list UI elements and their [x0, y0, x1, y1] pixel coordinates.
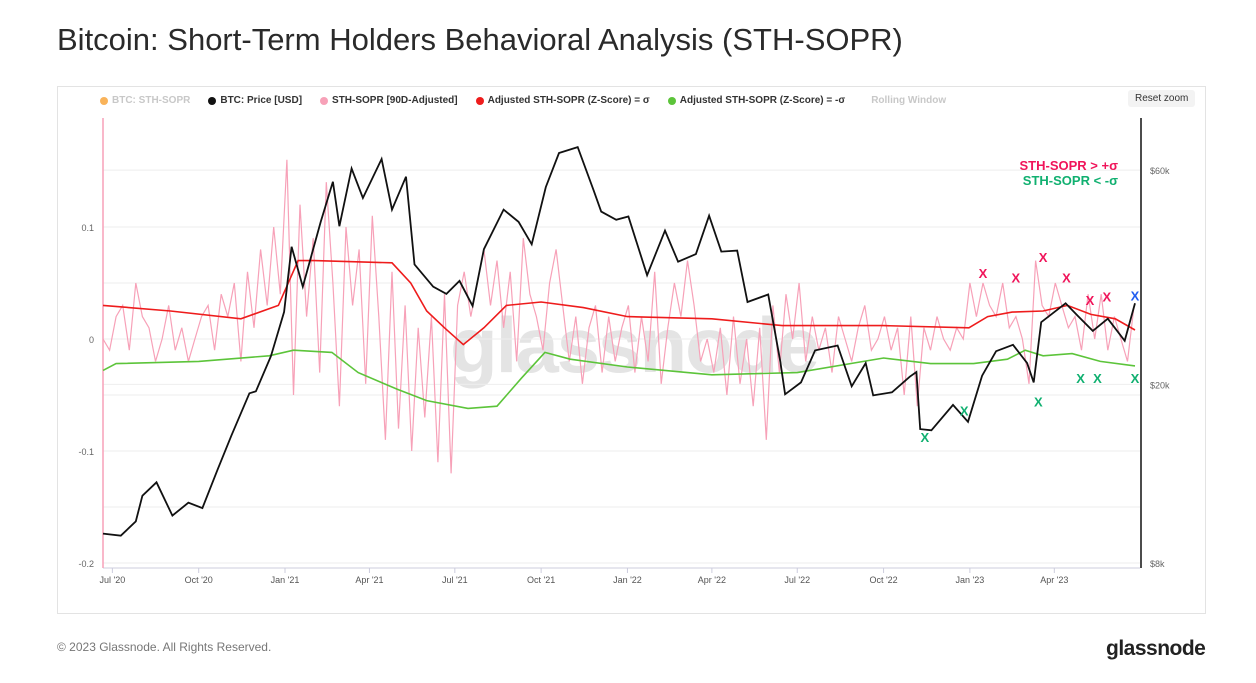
legend-dot-icon [667, 96, 676, 105]
legend-label: STH-SOPR [90D-Adjusted] [332, 95, 458, 106]
marker-red-x: X [1103, 289, 1112, 304]
x-tick-label: Apr '22 [698, 575, 726, 585]
legend-dot-icon [208, 96, 217, 105]
page-title: Bitcoin: Short-Term Holders Behavioral A… [57, 22, 903, 57]
marker-red-x: X [1062, 270, 1071, 285]
legend-item-sopr-adjusted[interactable]: STH-SOPR [90D-Adjusted] [320, 95, 458, 106]
marker-red-x: X [1012, 270, 1021, 285]
legend-label: Adjusted STH-SOPR (Z-Score) = σ [487, 95, 650, 106]
y-left-tick-label: 0 [89, 335, 94, 345]
x-tick-label: Jul '21 [442, 575, 468, 585]
chart-legend: BTC: STH-SOPR BTC: Price [USD] STH-SOPR … [100, 95, 946, 106]
x-tick-label: Oct '22 [869, 575, 897, 585]
y-right-tick-label: $20k [1150, 380, 1170, 390]
sopr-adjusted-line [102, 159, 1135, 474]
marker-green-x: X [1131, 371, 1140, 386]
y-right-tick-label: $60k [1150, 166, 1170, 176]
y-left-tick-label: 0.1 [81, 223, 94, 233]
legend-item-price[interactable]: BTC: Price [USD] [208, 95, 302, 106]
x-tick-label: Jul '20 [100, 575, 126, 585]
x-tick-label: Apr '21 [355, 575, 383, 585]
glassnode-logo: glassnode [1106, 637, 1206, 660]
legend-label: Adjusted STH-SOPR (Z-Score) = -σ [679, 95, 846, 106]
legend-item-plus-sigma[interactable]: Adjusted STH-SOPR (Z-Score) = σ [475, 95, 650, 106]
marker-red-x: X [1039, 250, 1048, 265]
marker-red-x: X [979, 266, 988, 281]
marker-red-x: X [1086, 293, 1095, 308]
y-right-tick-label: $8k [1150, 559, 1165, 569]
x-tick-label: Jan '23 [956, 575, 985, 585]
y-left-tick-label: -0.1 [78, 447, 94, 457]
annotation-above-sigma: STH-SOPR > +σ [1020, 158, 1119, 173]
price-line [102, 145, 1136, 537]
x-tick-label: Oct '21 [527, 575, 555, 585]
legend-item-sth-sopr[interactable]: BTC: STH-SOPR [100, 95, 190, 106]
legend-label: BTC: STH-SOPR [112, 95, 191, 106]
marker-blue-x: X [1131, 288, 1140, 303]
marker-green-x: X [960, 404, 969, 419]
legend-dot-icon [100, 96, 108, 105]
marker-green-x: X [1093, 371, 1102, 386]
legend-label: Rolling Window [871, 95, 947, 106]
reset-zoom-button[interactable]: Reset zoom [1128, 90, 1196, 107]
chart-container [57, 86, 1206, 614]
x-tick-label: Jul '22 [784, 575, 810, 585]
x-tick-label: Jan '22 [613, 575, 642, 585]
x-tick-label: Jan '21 [271, 575, 300, 585]
x-tick-label: Apr '23 [1040, 575, 1068, 585]
x-tick-label: Oct '20 [185, 575, 213, 585]
minus-sigma-line [102, 349, 1136, 410]
copyright: © 2023 Glassnode. All Rights Reserved. [57, 640, 272, 654]
annotation-below-sigma: STH-SOPR < -σ [1023, 173, 1118, 188]
legend-dot-icon [320, 96, 329, 105]
marker-green-x: X [921, 430, 930, 445]
legend-dot-icon [475, 96, 484, 105]
legend-label: BTC: Price [USD] [220, 95, 303, 106]
plus-sigma-line [102, 259, 1136, 346]
y-left-tick-label: -0.2 [78, 559, 94, 569]
legend-item-rolling-window[interactable]: Rolling Window [871, 95, 946, 106]
legend-item-minus-sigma[interactable]: Adjusted STH-SOPR (Z-Score) = -σ [667, 95, 846, 106]
marker-green-x: X [1034, 395, 1043, 410]
marker-green-x: X [1076, 371, 1085, 386]
